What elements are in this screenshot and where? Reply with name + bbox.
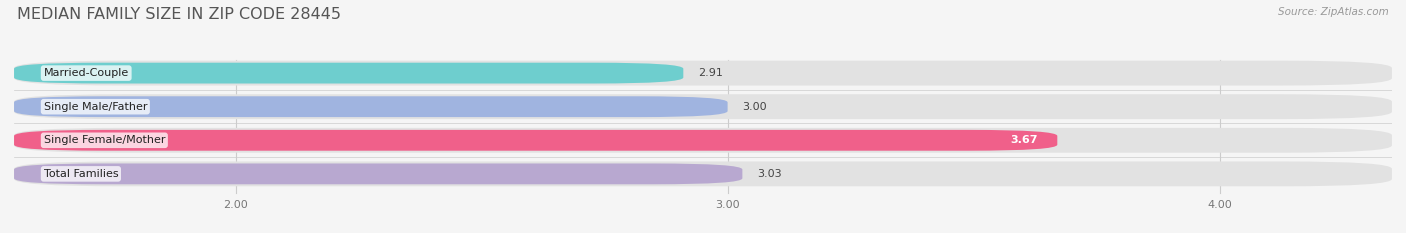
FancyBboxPatch shape bbox=[14, 161, 1392, 186]
Text: 2.91: 2.91 bbox=[697, 68, 723, 78]
Text: 3.03: 3.03 bbox=[756, 169, 782, 179]
FancyBboxPatch shape bbox=[14, 63, 683, 83]
Text: MEDIAN FAMILY SIZE IN ZIP CODE 28445: MEDIAN FAMILY SIZE IN ZIP CODE 28445 bbox=[17, 7, 340, 22]
FancyBboxPatch shape bbox=[14, 96, 728, 117]
FancyBboxPatch shape bbox=[14, 61, 1392, 86]
Text: Single Male/Father: Single Male/Father bbox=[44, 102, 148, 112]
FancyBboxPatch shape bbox=[14, 94, 1392, 119]
FancyBboxPatch shape bbox=[14, 130, 1057, 151]
Text: Total Families: Total Families bbox=[44, 169, 118, 179]
Text: Source: ZipAtlas.com: Source: ZipAtlas.com bbox=[1278, 7, 1389, 17]
Text: 3.67: 3.67 bbox=[1010, 135, 1038, 145]
Text: Married-Couple: Married-Couple bbox=[44, 68, 129, 78]
Text: 3.00: 3.00 bbox=[742, 102, 768, 112]
FancyBboxPatch shape bbox=[14, 164, 742, 184]
FancyBboxPatch shape bbox=[14, 128, 1392, 153]
Text: Single Female/Mother: Single Female/Mother bbox=[44, 135, 165, 145]
